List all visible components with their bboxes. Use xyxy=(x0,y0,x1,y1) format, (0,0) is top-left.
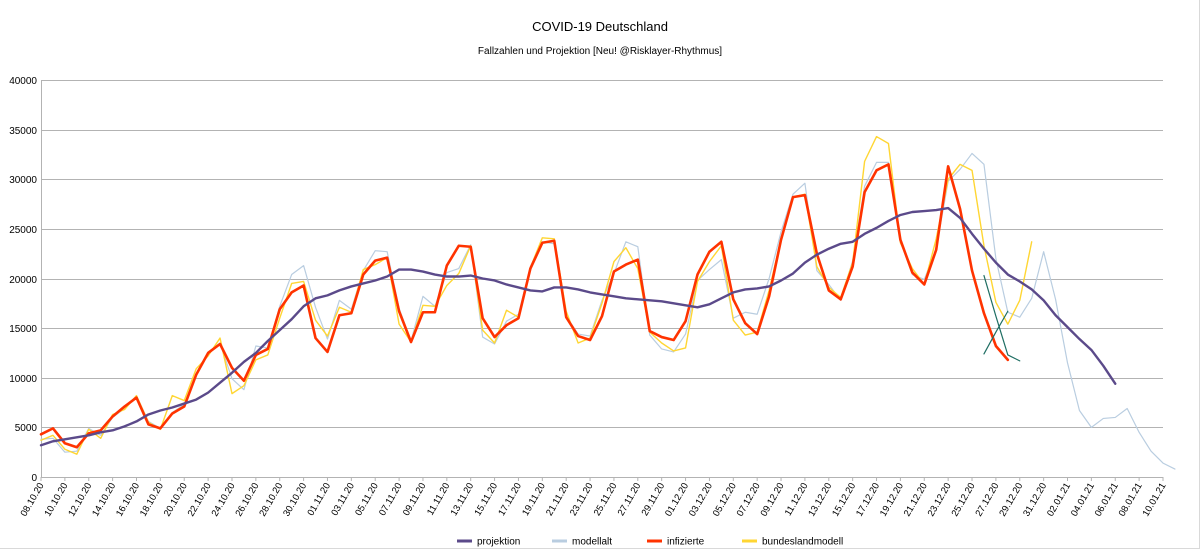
y-tick-label: 35000 xyxy=(9,126,37,137)
legend-label-modellalt: modellalt xyxy=(572,537,612,548)
series-line-modellalt xyxy=(40,152,1176,470)
chart-subtitle: Fallzahlen und Projektion [Neu! @Risklay… xyxy=(477,46,723,57)
y-tick-label: 25000 xyxy=(9,225,37,236)
legend-label-projektion: projektion xyxy=(477,537,520,548)
y-tick-label: 30000 xyxy=(9,175,37,186)
y-tick-label: 0 xyxy=(31,473,37,484)
series-line-projektion xyxy=(39,206,1117,447)
y-tick-label: 5000 xyxy=(15,423,38,434)
legend-label-infizierte: infizierte xyxy=(667,537,705,548)
y-tick-label: 20000 xyxy=(9,275,37,286)
legend-label-bundeslandmodell: bundeslandmodell xyxy=(762,537,843,548)
series-line-bundeslandmodell xyxy=(40,135,1033,455)
y-tick-label: 15000 xyxy=(9,324,37,335)
series-line-trend-line-a xyxy=(983,274,1021,362)
y-tick-label: 40000 xyxy=(9,76,37,87)
series-line-trend-line-b xyxy=(983,310,1009,355)
x-tick-label: 10.01.21 xyxy=(1141,481,1169,519)
y-tick-label: 10000 xyxy=(9,374,37,385)
series-line-infizierte xyxy=(39,163,1010,449)
chart-title: COVID-19 Deutschland xyxy=(532,19,668,34)
